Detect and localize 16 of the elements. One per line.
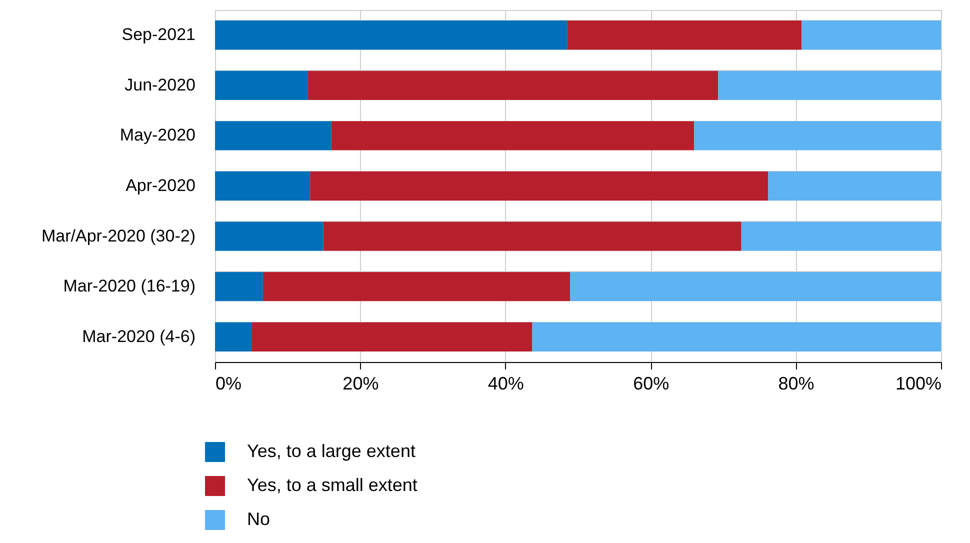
y-tick-label: Mar-2020 (4-6) [82, 326, 196, 346]
y-tick-label: Mar/Apr-2020 (30-2) [41, 226, 196, 246]
y-tick-label: Apr-2020 [126, 176, 196, 195]
y-tick-label: May-2020 [120, 126, 196, 145]
x-tick-label: 60% [633, 374, 670, 394]
y-tick-label: Mar-2020 (16-19) [63, 276, 196, 296]
legend-label: Yes, to a small extent [247, 475, 418, 495]
x-tick-label: 20% [342, 374, 379, 394]
legend-label: No [247, 509, 270, 529]
y-tick-label: Jun-2020 [124, 75, 196, 94]
x-tick-label: 40% [488, 374, 524, 394]
legend-label: Yes, to a large extent [247, 441, 416, 461]
x-tick-label: 100% [895, 374, 942, 394]
y-tick-label: Sep-2021 [122, 25, 196, 44]
x-tick-label: 80% [778, 374, 814, 394]
x-tick-label: 0% [216, 374, 242, 394]
